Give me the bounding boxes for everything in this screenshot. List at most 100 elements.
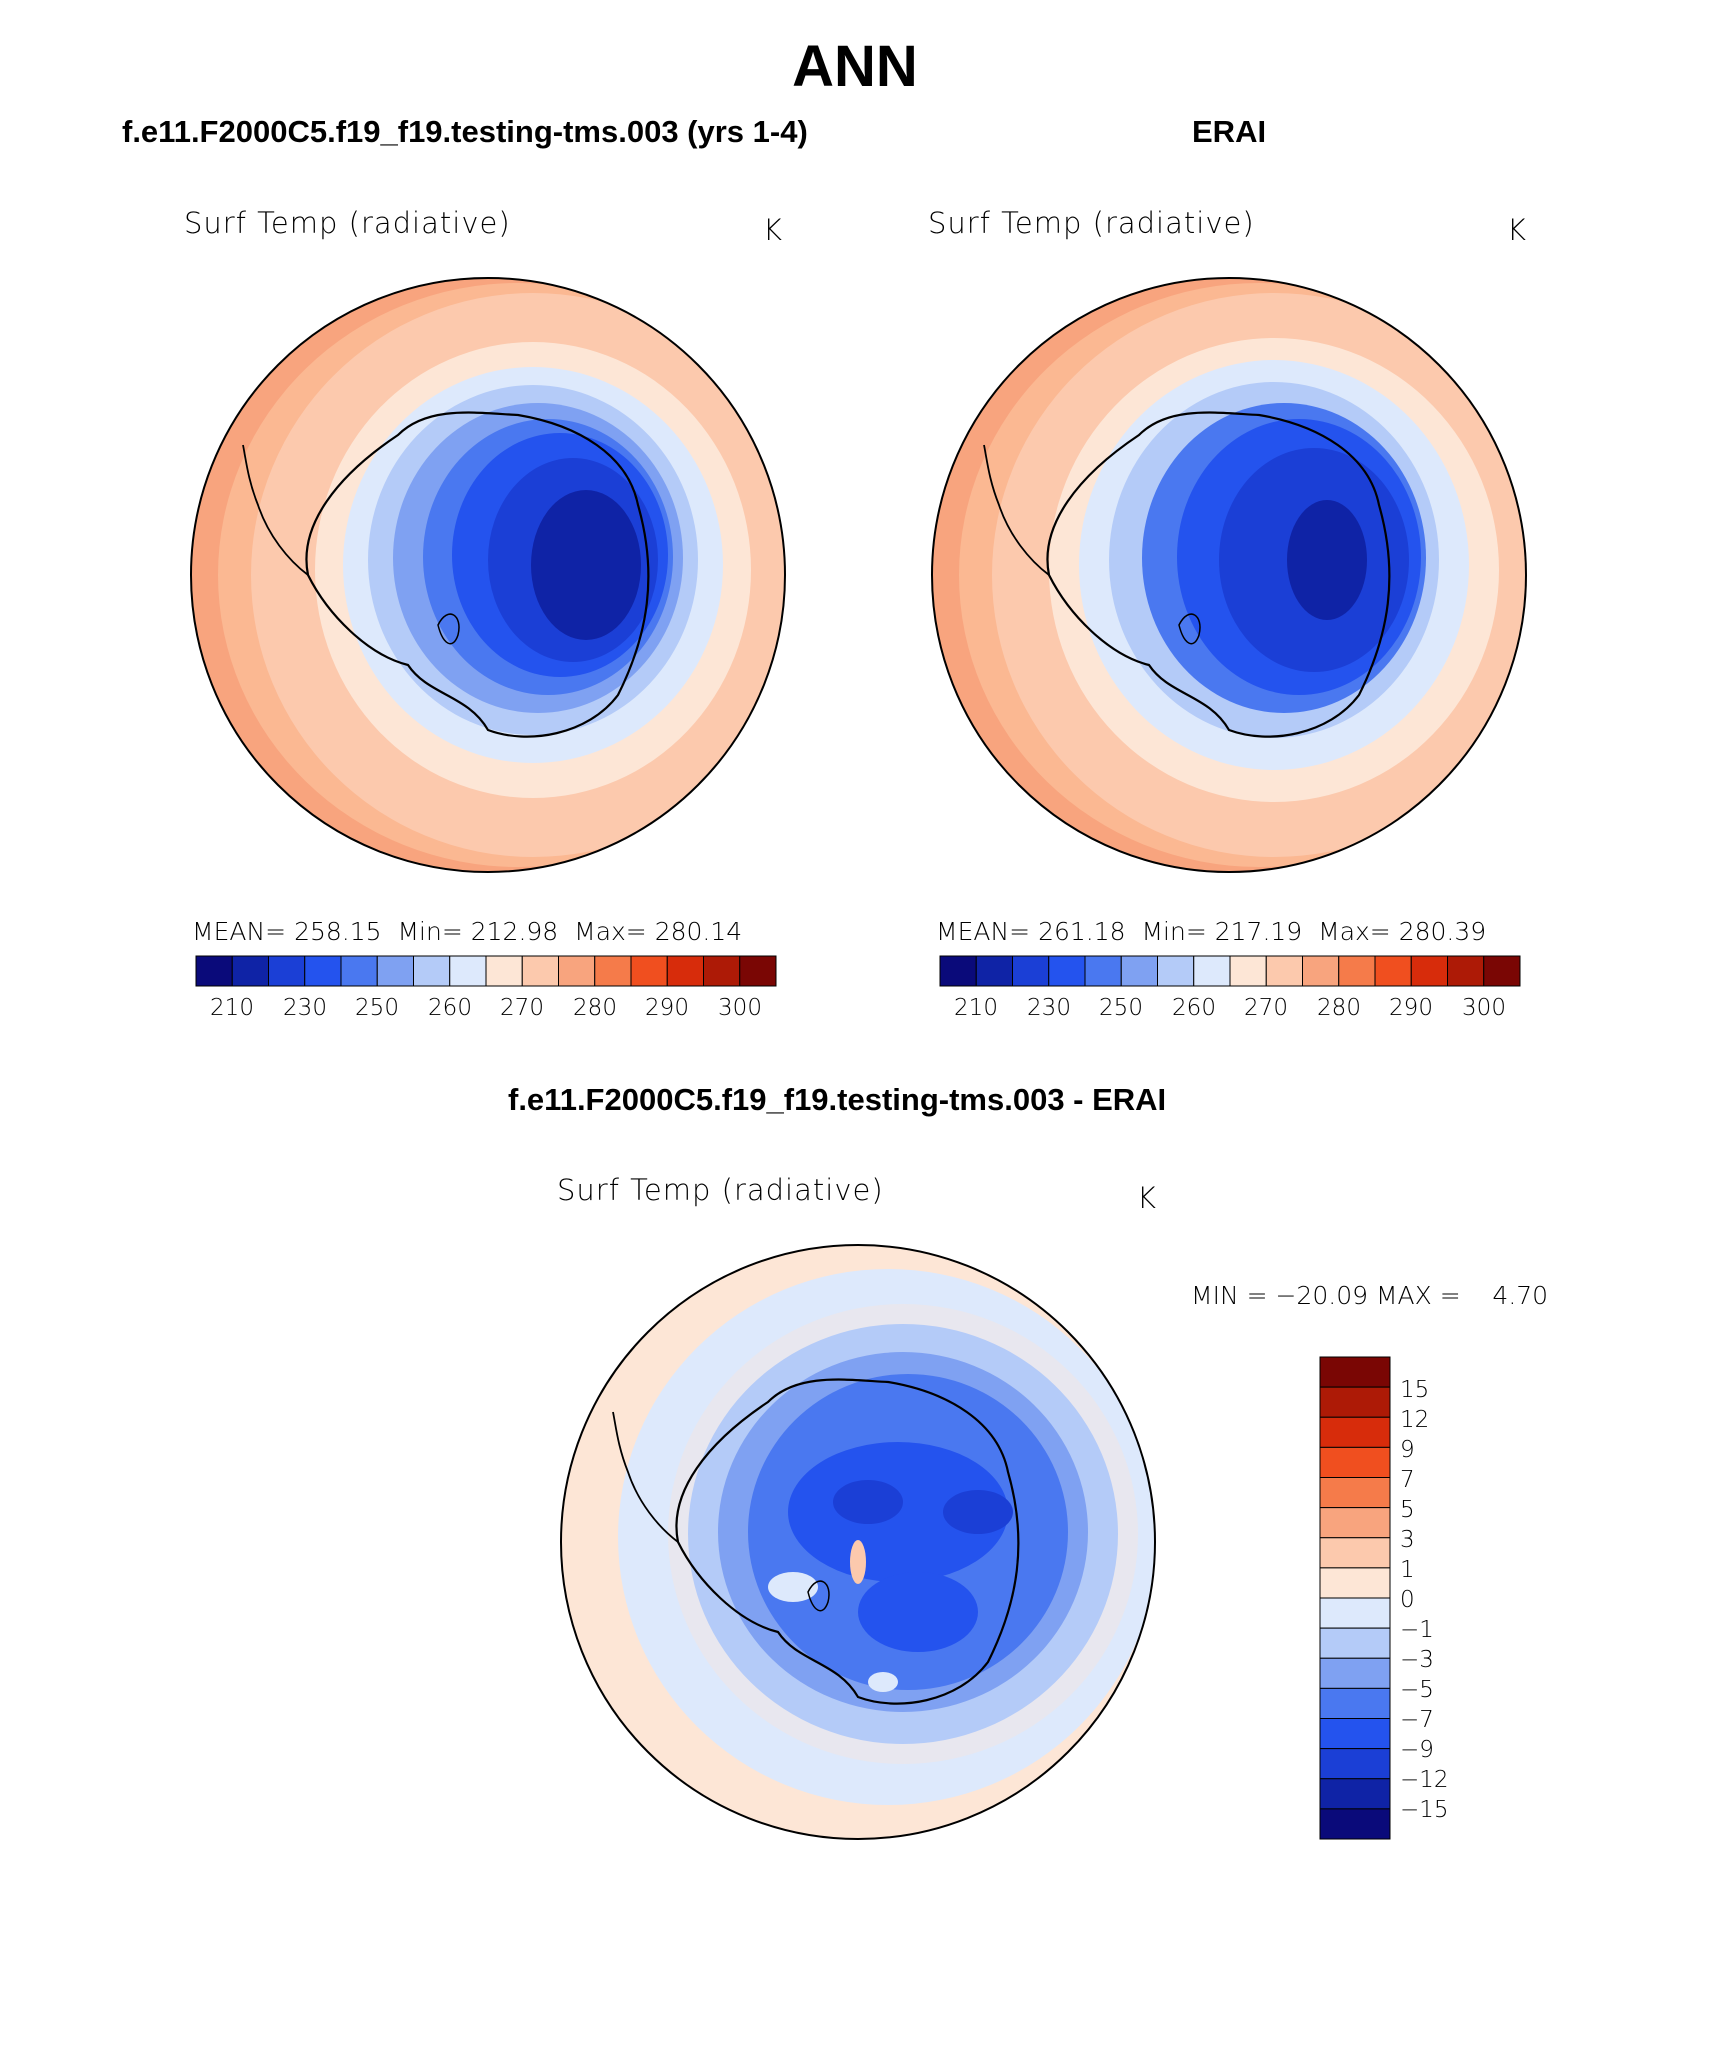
colorbar-swatch (1048, 955, 1086, 987)
colorbar-level: −5 (1400, 1677, 1434, 1703)
panel2-stats: MEAN= 261.18 Min= 217.19 Max= 280.39 (936, 917, 1486, 947)
panel1-stats: MEAN= 258.15 Min= 212.98 Max= 280.14 (192, 917, 742, 947)
colorbar-tick: 280 (573, 995, 617, 1021)
colorbar-swatch (1319, 1477, 1391, 1509)
colorbar-swatch (340, 955, 378, 987)
colorbar-swatch (1319, 1718, 1391, 1750)
diff-units-label: K (1137, 1181, 1158, 1215)
colorbar-swatch (739, 955, 777, 987)
colorbar-swatch (304, 955, 342, 987)
mean-label: MEAN= (192, 917, 287, 946)
max-label: Max= (1318, 917, 1391, 946)
max-value: 280.39 (1398, 917, 1487, 946)
colorbar-swatch (1319, 1597, 1391, 1629)
colorbar-swatch (1229, 955, 1267, 987)
colorbar-swatch (195, 955, 233, 987)
colorbar-tick: 270 (1244, 995, 1288, 1021)
main-title: ANN (792, 34, 918, 99)
colorbar-level: 12 (1400, 1407, 1430, 1433)
colorbar-swatch (1319, 1778, 1391, 1810)
colorbar-swatch (975, 955, 1013, 987)
colorbar-swatch (1319, 1657, 1391, 1689)
panel1-colorbar (195, 955, 777, 987)
colorbar-swatch (703, 955, 741, 987)
colorbar-level: −12 (1400, 1767, 1449, 1793)
panel2-map (931, 277, 1527, 873)
min-value: 217.19 (1214, 917, 1303, 946)
colorbar-tick: 210 (954, 995, 998, 1021)
min-label: Min= (397, 917, 463, 946)
min-label: Min= (1141, 917, 1207, 946)
colorbar-swatch (1338, 955, 1376, 987)
colorbar-level: 1 (1400, 1557, 1415, 1583)
colorbar-level: 3 (1400, 1527, 1415, 1553)
colorbar-swatch (1319, 1808, 1391, 1840)
panel1-map (190, 277, 786, 873)
colorbar-tick: 290 (645, 995, 689, 1021)
colorbar-swatch (268, 955, 306, 987)
colorbar-tick: 270 (500, 995, 544, 1021)
colorbar-swatch (1483, 955, 1521, 987)
colorbar-swatch (1319, 1687, 1391, 1720)
colorbar-swatch (1012, 955, 1050, 987)
colorbar-level: 0 (1400, 1587, 1415, 1613)
max-value: 280.14 (654, 917, 743, 946)
colorbar-tick: 300 (1462, 995, 1506, 1021)
colorbar-level: 15 (1400, 1377, 1430, 1403)
colorbar-level: −7 (1400, 1707, 1434, 1733)
colorbar-tick: 280 (1317, 995, 1361, 1021)
colorbar-level: 7 (1400, 1467, 1415, 1493)
colorbar-swatch (413, 955, 451, 987)
colorbar-swatch (1319, 1416, 1391, 1448)
panel1-variable-label: Surf Temp (radiative) (184, 206, 511, 240)
colorbar-level: −9 (1400, 1737, 1434, 1763)
colorbar-swatch (1319, 1446, 1391, 1479)
colorbar-swatch (1410, 955, 1448, 987)
colorbar-tick: 250 (1099, 995, 1143, 1021)
colorbar-swatch (594, 955, 632, 987)
mean-value: 258.15 (294, 917, 382, 946)
colorbar-level: 5 (1400, 1497, 1415, 1523)
panel2-variable-label: Surf Temp (radiative) (928, 206, 1255, 240)
colorbar-level: −15 (1400, 1797, 1449, 1823)
min-value: 212.98 (470, 917, 559, 946)
colorbar-swatch (1319, 1567, 1391, 1599)
panel2-colorbar (939, 955, 1521, 987)
colorbar-swatch (630, 955, 668, 987)
colorbar-swatch (939, 955, 977, 987)
colorbar-swatch (558, 955, 596, 987)
colorbar-level: −3 (1400, 1647, 1434, 1673)
colorbar-swatch (1302, 955, 1340, 987)
mean-value: 261.18 (1038, 917, 1126, 946)
colorbar-swatch (1265, 955, 1303, 987)
panel2-colorbar-ticks: 210 230 250 260 270 280 290 300 (940, 994, 1520, 1024)
panel1-units-label: K (763, 213, 784, 247)
colorbar-level: 9 (1400, 1437, 1415, 1463)
diff-colorbar (1319, 1356, 1391, 1840)
diff-minmax-text: MIN = −20.09 MAX = 4.70 (1191, 1281, 1549, 1310)
colorbar-tick: 260 (428, 995, 472, 1021)
colorbar-swatch (231, 955, 269, 987)
panel1-colorbar-ticks: 210 230 250 260 270 280 290 300 (196, 994, 776, 1024)
diff-colorbar-ticks: 15 12 9 7 5 3 1 0 −1 −3 −5 −7 −9 −12 −15 (1400, 1357, 1480, 1839)
colorbar-swatch (485, 955, 523, 987)
colorbar-swatch (1374, 955, 1412, 987)
colorbar-swatch (1319, 1356, 1391, 1388)
colorbar-swatch (449, 955, 487, 987)
colorbar-swatch (1319, 1748, 1391, 1780)
colorbar-swatch (1319, 1386, 1391, 1418)
diff-variable-label: Surf Temp (radiative) (557, 1173, 884, 1207)
mean-label: MEAN= (936, 917, 1031, 946)
colorbar-swatch (1084, 955, 1122, 987)
colorbar-tick: 250 (355, 995, 399, 1021)
colorbar-swatch (1319, 1537, 1391, 1569)
colorbar-swatch (666, 955, 704, 987)
colorbar-tick: 300 (718, 995, 762, 1021)
colorbar-swatch (1157, 955, 1195, 987)
colorbar-swatch (376, 955, 414, 987)
colorbar-swatch (1120, 955, 1158, 987)
colorbar-swatch (1447, 955, 1485, 987)
diff-panel-title: f.e11.F2000C5.f19_f19.testing-tms.003 - … (508, 1082, 1167, 1117)
panel1-title: f.e11.F2000C5.f19_f19.testing-tms.003 (y… (122, 114, 808, 149)
diff-map (560, 1244, 1156, 1840)
